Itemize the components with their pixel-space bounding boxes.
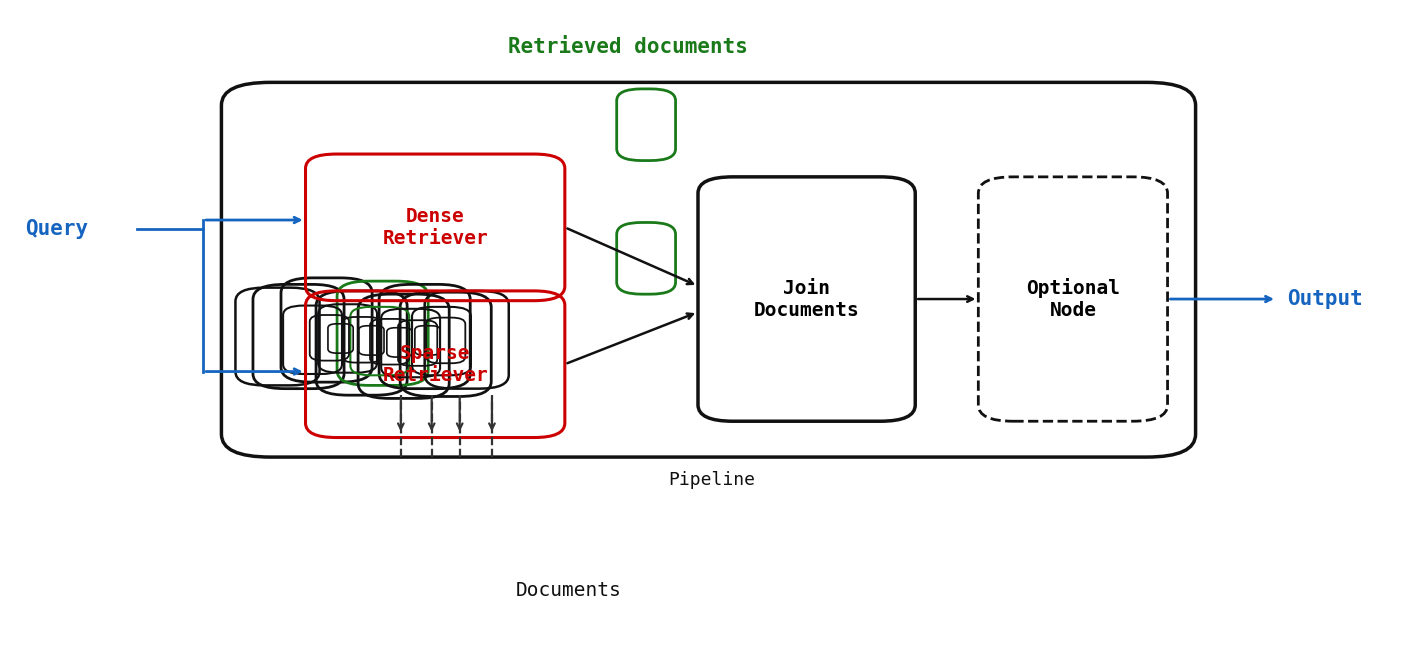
Text: Pipeline: Pipeline [668,471,756,489]
Text: Dense
Retriever: Dense Retriever [382,207,488,248]
Text: Join
Documents: Join Documents [754,279,860,319]
Text: Optional
Node: Optional Node [1026,278,1120,320]
Text: Query: Query [25,219,89,239]
Text: Retrieved documents: Retrieved documents [508,36,747,57]
Text: Output: Output [1287,288,1362,309]
Text: Documents: Documents [516,581,622,600]
Text: Sparse
Retriever: Sparse Retriever [382,344,488,385]
